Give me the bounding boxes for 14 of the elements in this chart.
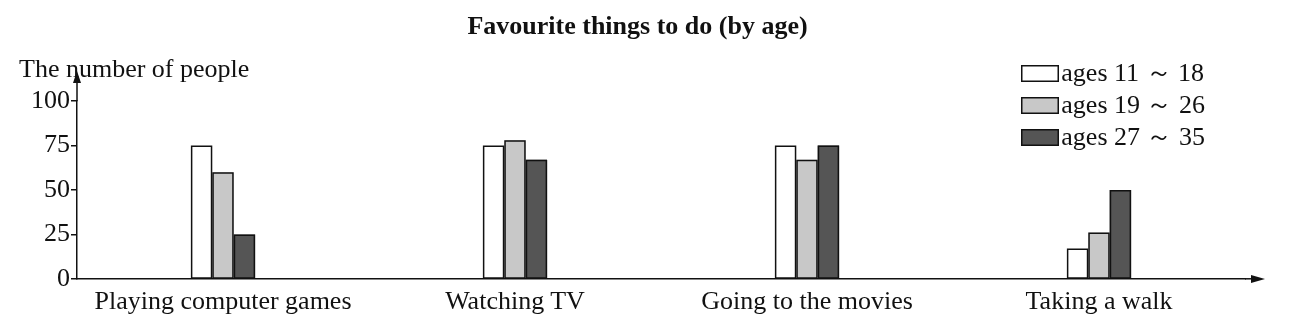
chart-title: Favourite things to do (by age) (467, 11, 808, 41)
y-tick-label: 50 (44, 173, 70, 203)
y-tick-label: 0 (57, 262, 70, 292)
y-tick-label: 25 (44, 218, 70, 248)
legend-label: ages 27 ～ 35 (1061, 122, 1205, 152)
x-tick-label: Going to the movies (701, 286, 913, 316)
x-tick-label: Taking a walk (1025, 286, 1173, 316)
x-tick-label: Playing computer games (94, 286, 352, 316)
x-tick-label: Watching TV (445, 286, 586, 316)
y-tick-label: 75 (44, 129, 70, 159)
legend-label: ages 19 ～ 26 (1061, 90, 1205, 120)
y-axis-title: The number of people (19, 54, 250, 84)
y-tick-label: 100 (31, 85, 70, 115)
legend-label: ages 11 ～ 18 (1061, 58, 1205, 88)
